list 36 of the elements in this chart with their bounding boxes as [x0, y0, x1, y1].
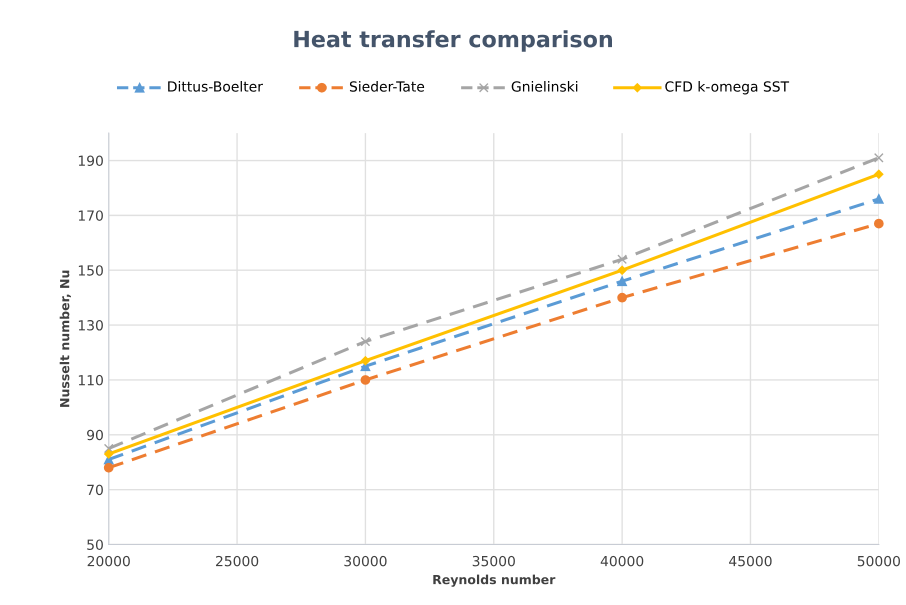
point: [104, 444, 114, 454]
y-tick-label: 150: [78, 265, 103, 276]
point: [874, 194, 884, 204]
x-tick-label: 25000: [216, 556, 258, 566]
point: [617, 254, 627, 264]
y-tick-label: 50: [87, 539, 103, 550]
point: [617, 276, 627, 286]
y-tick-label: 110: [78, 374, 103, 386]
point: [874, 152, 884, 163]
y-tick-label: 70: [87, 484, 103, 496]
point: [874, 170, 884, 179]
x-axis-title: Reynolds number: [433, 574, 556, 587]
point: [104, 462, 114, 473]
point: [874, 218, 884, 228]
point: [360, 336, 370, 346]
x-tick-label: 50000: [858, 556, 900, 566]
x-tick-label: 30000: [344, 556, 387, 566]
legend-label: Dittus-Boelter: [168, 81, 263, 92]
chart-title: Heat transfer comparison: [294, 30, 612, 52]
legend-label: Sieder-Tate: [350, 81, 424, 92]
x-tick-label: 35000: [472, 556, 515, 566]
y-tick-label: 130: [78, 320, 103, 331]
x-tick-label: 20000: [88, 556, 130, 566]
x-tick-label: 45000: [729, 556, 772, 566]
point: [104, 449, 114, 459]
y-axis-title: Nusselt number, Nu: [60, 270, 71, 407]
point: [617, 292, 627, 303]
y-tick-label: 190: [78, 155, 103, 166]
legend-label: CFD k-omega SST: [665, 81, 790, 94]
y-tick-label: 170: [78, 210, 103, 221]
legend-label: Gnielinski: [512, 81, 578, 92]
y-tick-label: 90: [87, 430, 103, 440]
x-tick-label: 40000: [600, 556, 644, 566]
point: [360, 375, 370, 385]
point: [617, 266, 627, 275]
point: [360, 356, 370, 366]
